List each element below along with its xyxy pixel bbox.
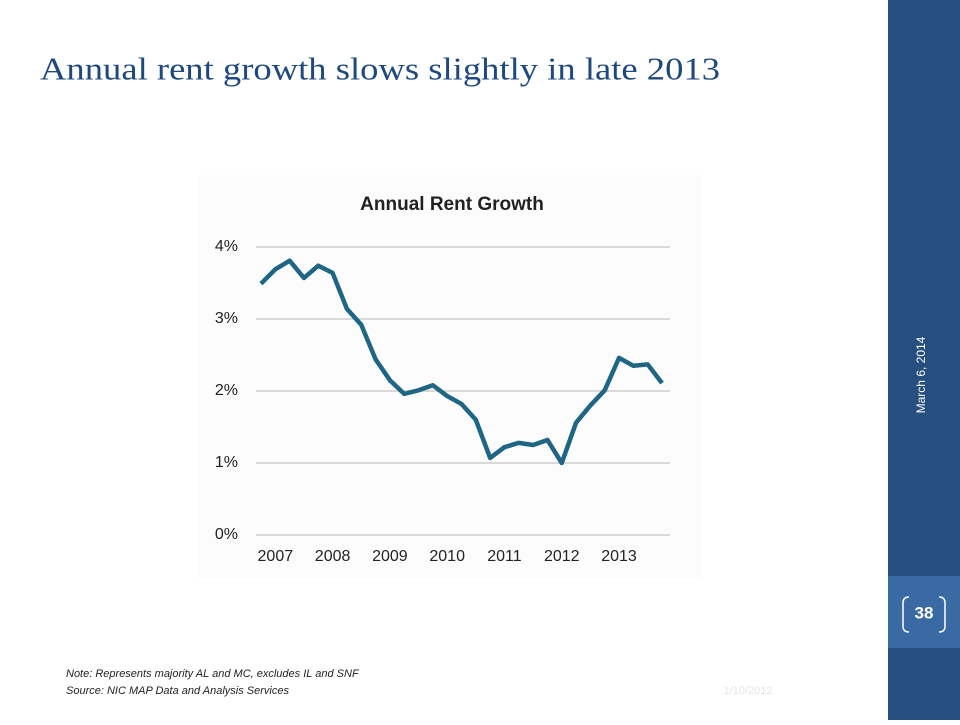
y-tick-label: 0%	[215, 526, 238, 543]
line-series	[259, 258, 664, 466]
x-tick-label: 2009	[372, 548, 408, 565]
page-number-box	[888, 576, 960, 648]
y-tick-label: 2%	[215, 382, 238, 399]
x-tick-label: 2013	[601, 548, 637, 565]
x-tick-label: 2007	[258, 548, 294, 565]
x-tick-label: 2012	[544, 548, 580, 565]
note: Note: Represents majority AL and MC, exc…	[66, 668, 360, 680]
footer-date: 1/10/2012	[724, 685, 773, 697]
slide-date: March 6, 2014	[914, 336, 928, 413]
y-tick-label: 3%	[215, 310, 238, 327]
chart-background	[197, 175, 703, 578]
x-tick-label: 2008	[315, 548, 351, 565]
bracket-left	[902, 596, 910, 633]
y-tick-label: 4%	[215, 238, 238, 255]
chart-title: Annual Rent Growth	[360, 194, 544, 215]
bracket-right	[938, 596, 946, 633]
y-tick-label: 1%	[215, 454, 238, 471]
plot: 0% 1% 2% 3% 4% 2007 2008 2009 2010 2011 2012 2013	[215, 238, 670, 565]
slide-title: Annual rent growth slows slightly in lat…	[40, 50, 720, 86]
page-number: 38	[915, 603, 934, 622]
source: Source: NIC MAP Data and Analysis Servic…	[66, 685, 289, 697]
x-tick-label: 2010	[429, 548, 465, 565]
x-tick-label: 2011	[487, 548, 522, 565]
